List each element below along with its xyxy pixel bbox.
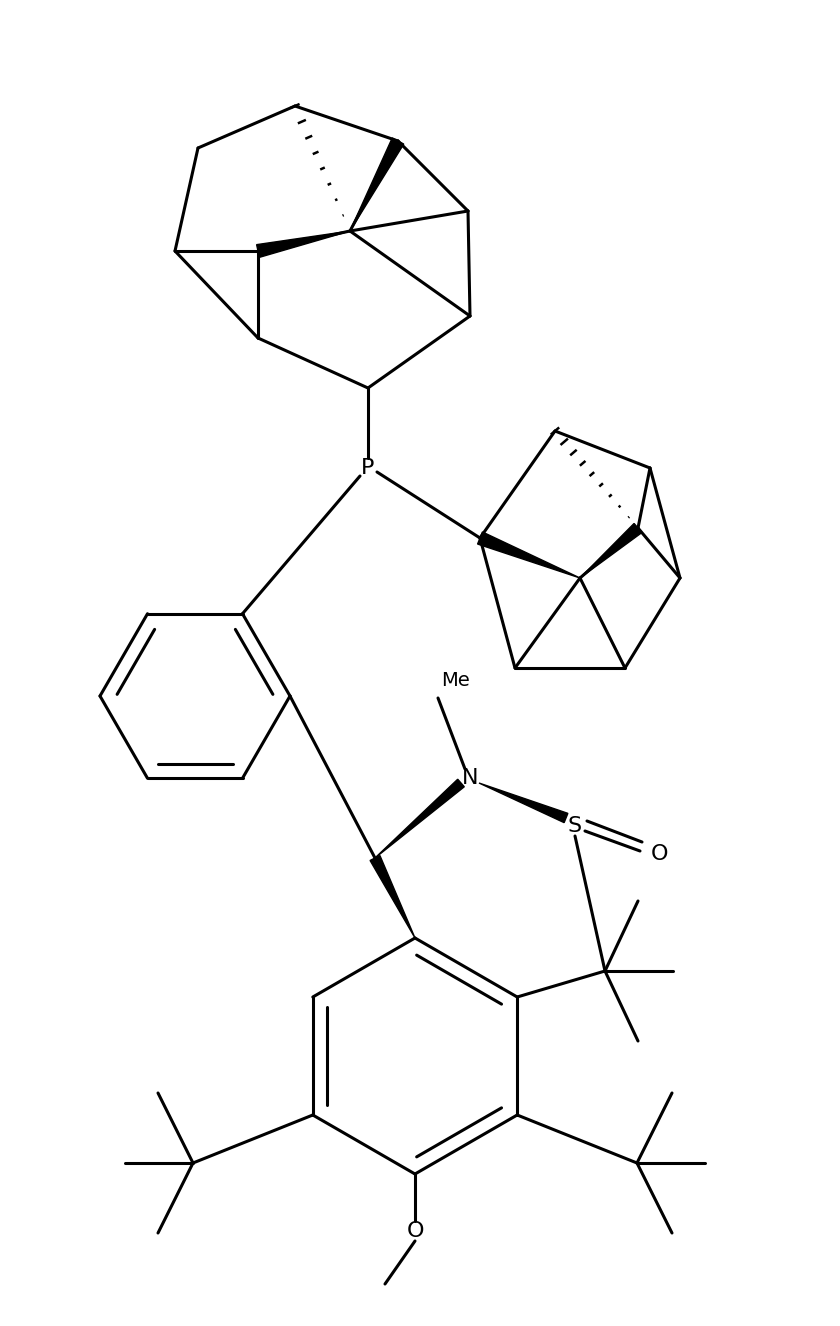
Text: Me: Me [441,671,470,690]
Text: N: N [462,768,478,788]
Polygon shape [580,524,642,578]
Polygon shape [375,780,465,858]
Polygon shape [478,532,580,578]
Text: S: S [568,815,582,835]
Polygon shape [479,782,568,822]
Text: P: P [361,457,375,477]
Polygon shape [256,231,350,257]
Text: O: O [651,845,669,865]
Polygon shape [350,138,404,231]
Text: O: O [407,1221,423,1241]
Polygon shape [370,855,415,937]
